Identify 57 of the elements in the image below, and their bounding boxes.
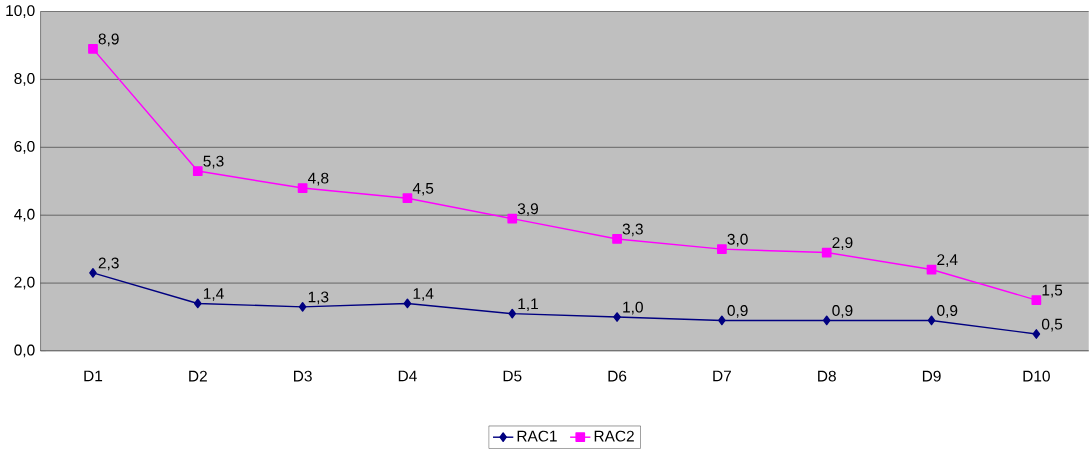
data-label: 1,5 [1042,285,1063,298]
x-tick-label: D9 [922,370,941,382]
data-label: 1,4 [413,288,434,301]
data-label: 1,3 [308,291,329,305]
legend-label: RAC2 [594,430,634,442]
point [402,193,413,204]
point [1031,295,1042,306]
data-label: 1,4 [203,288,224,301]
data-label: 3,3 [622,223,643,237]
legend-label: RAC1 [517,430,557,442]
y-tick-label: 6,0 [14,141,35,154]
x-tick-label: D8 [818,370,836,382]
point [89,268,97,278]
data-label: 0,5 [1041,318,1063,332]
x-tick-label: D7 [713,370,731,382]
data-label: 0,9 [832,305,853,318]
data-label: 0,9 [727,305,748,318]
data-label: 2,4 [937,254,958,268]
point [927,315,936,326]
point [507,213,518,224]
data-label: 1,0 [623,301,643,315]
x-tick-label: D10 [1023,370,1050,382]
x-tick-label: D2 [189,370,207,382]
y-tick-label: 4,0 [14,208,35,222]
data-label: 3,9 [517,203,538,217]
point [193,298,202,309]
point [1032,329,1041,340]
point [403,298,412,309]
data-label: 3,0 [727,233,748,247]
point [613,312,621,323]
point [612,234,622,244]
y-tick-label: 10,0 [6,5,35,19]
y-tick-label: 0,0 [14,344,35,358]
point [508,308,517,319]
point [192,166,203,177]
data-label: 5,3 [203,155,224,169]
data-label: 2,9 [832,237,853,251]
point [821,247,832,258]
data-label: 0,9 [937,305,958,318]
point [298,302,307,312]
point [717,244,727,255]
data-label: 4,8 [307,172,329,186]
data-label: 4,5 [412,183,434,196]
x-tick-label: D1 [84,370,103,382]
point [297,183,308,194]
x-tick-label: D4 [398,370,417,382]
y-tick-label: 2,0 [14,276,35,290]
point [822,315,831,326]
data-label: 2,3 [98,257,119,271]
x-tick-label: D5 [503,370,522,382]
x-tick-label: D6 [608,370,627,382]
data-label: 8,9 [98,33,119,47]
y-tick-label: 8,0 [14,73,35,86]
point [88,44,98,54]
point [718,315,726,326]
x-tick-label: D3 [294,370,312,382]
data-label: 1,1 [518,298,538,312]
